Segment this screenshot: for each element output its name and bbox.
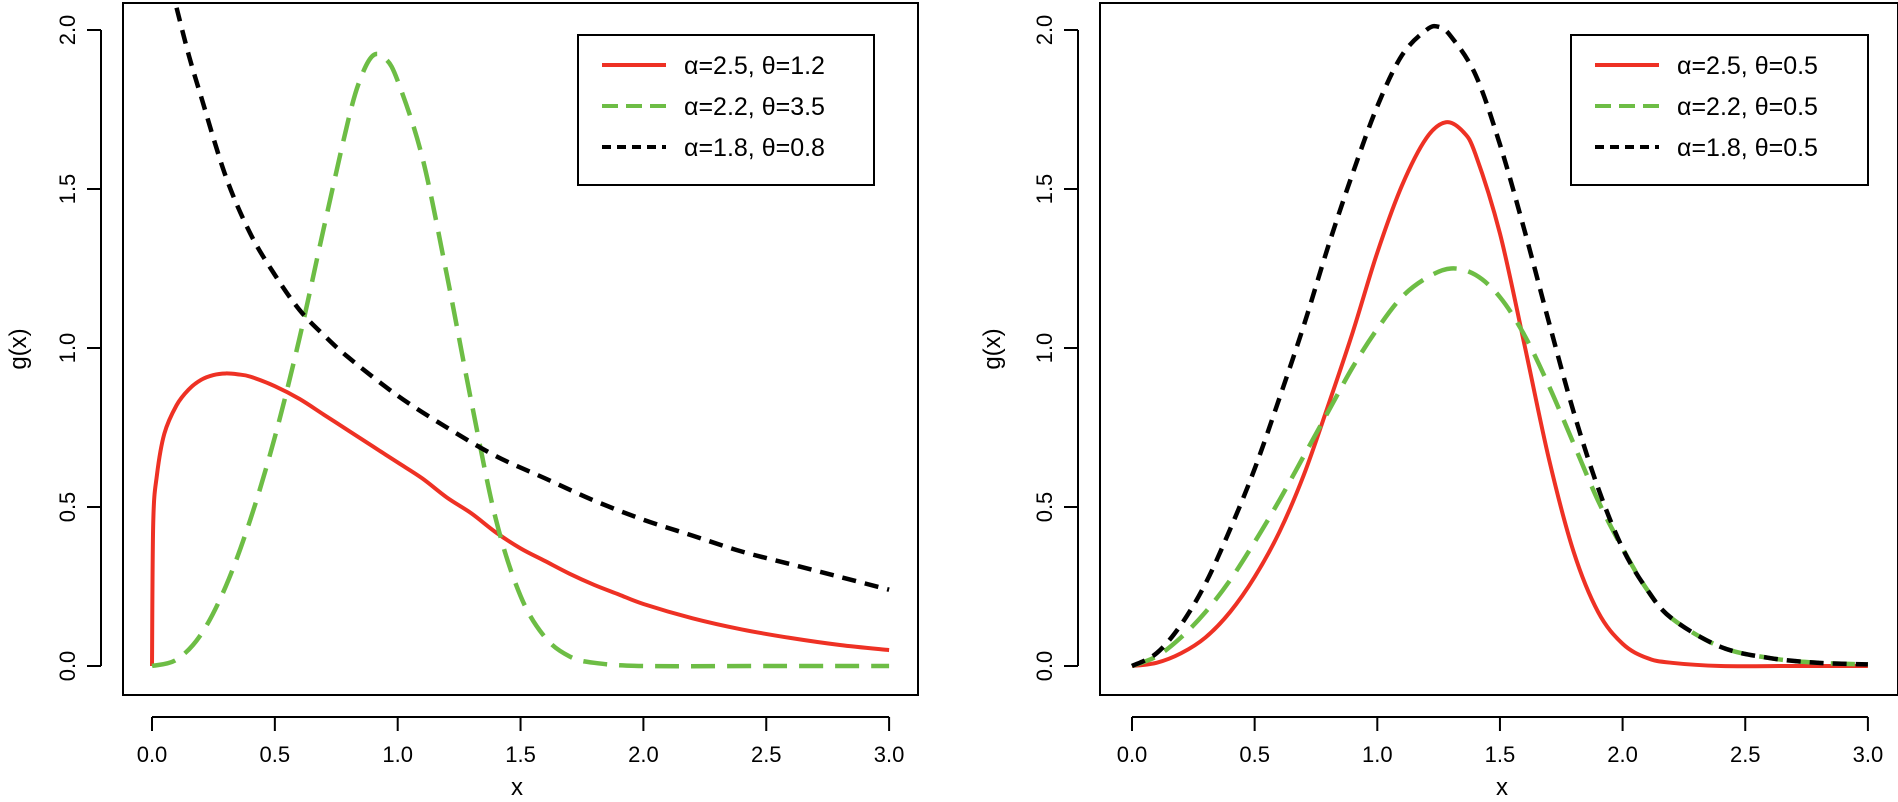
x-axis-label: x [511,774,523,801]
x-tick-label: 0.5 [260,742,291,767]
x-tick-label: 3.0 [1853,742,1884,767]
legend-entry-label: α=2.2, θ=0.5 [1677,93,1818,121]
legend: α=2.5, θ=1.2 α=2.2, θ=3.5 α=1.8, θ=0.8 [577,34,875,186]
series-line-1 [1131,266,1868,669]
y-tick-label: 1.5 [55,174,80,205]
y-tick-label: 1.5 [1032,174,1057,205]
y-tick-label: 0.5 [1032,492,1057,523]
x-tick-label: 1.5 [1485,742,1516,767]
x-tick-label: 1.0 [1362,742,1393,767]
legend-entry-label: α=1.8, θ=0.8 [684,134,825,162]
y-axis-label: g(x) [979,328,1006,369]
x-tick-label: 1.0 [382,742,413,767]
legend-entry-label: α=2.5, θ=1.2 [684,52,825,80]
legend-entry-label: α=1.8, θ=0.5 [1677,134,1818,162]
x-tick-label: 3.0 [874,742,905,767]
y-tick-label: 1.0 [55,333,80,364]
legend: α=2.5, θ=0.5 α=2.2, θ=0.5 α=1.8, θ=0.5 [1570,34,1869,186]
x-tick-label: 0.0 [137,742,168,767]
plot-frame [122,2,919,696]
legend-entry-label: α=2.5, θ=0.5 [1677,52,1818,80]
y-tick-label: 0.0 [1032,651,1057,682]
y-tick-label: 2.0 [1032,15,1057,46]
x-tick-label: 2.5 [751,742,782,767]
x-axis-label: x [1496,774,1508,801]
y-tick-label: 2.0 [55,15,80,46]
y-tick-label: 0.5 [55,492,80,523]
x-tick-label: 0.5 [1239,742,1270,767]
x-tick-label: 2.0 [1607,742,1638,767]
right-panel: 0.0 0.5 1.0 1.5 2.0 2.5 3.0 0.0 0.5 1.0 1.5 2.0 x g(x… [979,2,1898,801]
x-tick-label: 1.5 [505,742,536,767]
legend-box [1570,34,1869,186]
y-axis-label: g(x) [5,328,32,369]
y-tick-label: 1.0 [1032,333,1057,364]
y-tick-label: 0.0 [55,651,80,682]
series-line-1 [151,51,890,669]
legend-entry-label: α=2.2, θ=3.5 [684,93,825,121]
legend-box [577,34,875,186]
series-line-0 [150,371,890,667]
x-tick-label: 2.0 [628,742,659,767]
series-line-2 [1130,23,1868,669]
series-line-0 [1131,120,1868,669]
series-line-2 [174,7,890,592]
plot-frame [1099,2,1898,696]
x-tick-label: 2.5 [1730,742,1761,767]
left-panel: 0.0 0.5 1.0 1.5 2.0 2.5 3.0 0.0 0.5 1.0 1.5 2.0 x g(x… [5,2,919,801]
x-tick-label: 0.0 [1117,742,1148,767]
